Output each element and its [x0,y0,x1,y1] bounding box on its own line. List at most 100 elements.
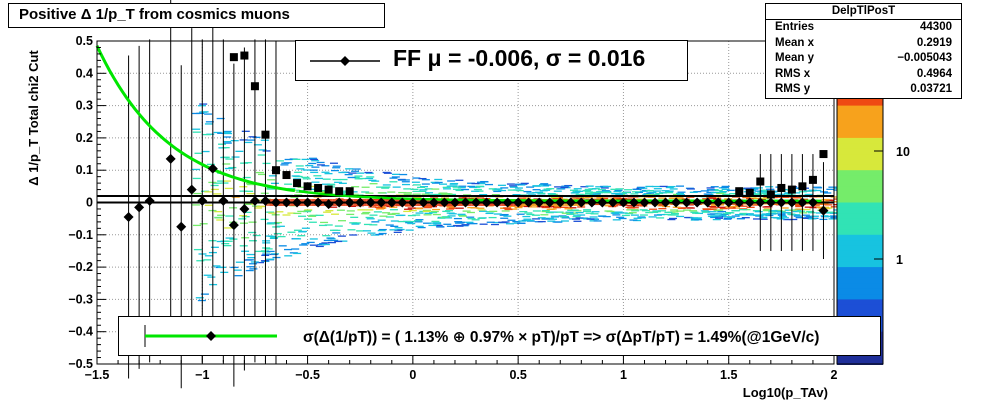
diamond-marker [418,197,429,208]
hist-bin [743,187,752,189]
hist-bin [813,189,822,192]
hist-bin [257,205,266,208]
hist-bin [357,177,366,180]
hist-bin [626,209,635,211]
hist-bin [651,185,660,188]
colorbar-cell [837,272,883,279]
colorbar-cell [837,283,883,290]
diamond-marker [607,197,618,208]
hist-bin [245,190,254,192]
hist-bin [596,197,605,199]
hist-bin [752,210,761,212]
stats-label: RMS x [775,67,811,80]
hist-bin [466,216,475,218]
hist-bin [235,150,244,152]
y-tick-label: 0.3 [76,99,93,113]
hist-bin [560,186,569,189]
hist-bin [192,224,201,227]
hist-bin [738,208,747,211]
hist-bin [514,187,523,189]
hist-bin [352,168,361,170]
hist-bin [767,213,776,215]
hist-bin [392,186,401,188]
hist-bin [823,192,832,194]
hist-bin [550,215,559,217]
hist-bin [449,183,458,185]
hist-bin [759,189,768,191]
hist-bin [239,215,248,217]
square-marker [240,51,249,60]
x-tick-label: −1.5 [85,368,110,382]
hist-bin [823,215,832,218]
hist-bin [650,211,659,213]
diamond-marker [797,197,808,208]
diamond-marker [692,197,703,208]
hist-bin [589,216,598,218]
stats-label: Mean x [775,36,814,49]
hist-bin [465,221,474,223]
hist-bin [239,245,248,247]
hist-bin [412,184,421,186]
hist-bin [346,213,355,216]
x-tick-label: 1 [620,368,627,382]
hist-bin [443,188,452,190]
hist-bin [321,242,330,244]
hist-bin [200,111,209,113]
hist-bin [707,211,716,213]
diamond-marker [660,197,671,208]
square-marker [345,187,354,196]
hist-bin [645,189,654,192]
hist-bin [467,185,476,188]
hist-bin [507,205,516,208]
hist-bin [526,186,535,188]
colorbar-cell [837,159,883,166]
y-tick-label: −0.1 [68,228,93,242]
hist-bin [323,239,332,242]
hist-bin [629,219,638,221]
hist-bin [552,198,561,200]
diamond-marker [365,197,376,208]
hist-bin [600,187,609,189]
hist-bin [301,158,310,161]
hist-bin [309,244,318,246]
hist-bin [560,220,569,222]
hist-bin [686,207,695,209]
hist-bin [461,224,470,226]
hist-bin [768,211,777,213]
hist-bin [507,189,516,191]
hist-bin [514,183,523,185]
hist-bin [296,168,305,170]
hist-bin [824,204,833,206]
hist-bin [319,190,328,192]
hist-bin [339,240,348,242]
diamond-marker [218,195,229,206]
hist-bin [541,218,550,220]
colorbar-cell [837,256,883,263]
hist-bin [541,209,550,212]
hist-bin [554,206,563,208]
hist-bin [710,216,719,219]
hist-bin [475,185,484,187]
hist-bin [192,128,201,130]
hist-bin [561,217,570,219]
hist-bin [223,136,232,138]
hist-bin [741,217,750,219]
hist-bin [424,212,433,215]
diamond-marker [302,197,313,208]
hist-bin [558,215,567,217]
hist-bin [584,188,593,191]
hist-bin [338,171,347,174]
hist-bin [265,235,274,237]
hist-bin [262,240,271,242]
hist-bin [361,186,370,188]
hist-bin [519,183,528,185]
stats-row: RMS y 0.03721 [766,82,961,98]
hist-bin [346,210,355,212]
hist-bin [291,189,300,191]
hist-bin [830,196,839,198]
hist-bin [214,217,223,219]
hist-bin [217,180,226,182]
colorbar-cell [837,299,883,306]
hist-bin [639,214,648,216]
hist-bin [455,179,464,181]
